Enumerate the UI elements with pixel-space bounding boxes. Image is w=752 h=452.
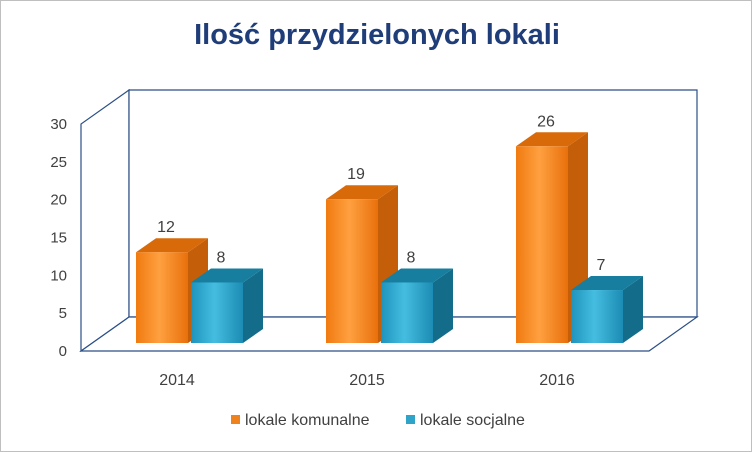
legend-swatch (231, 415, 240, 424)
data-label: 12 (157, 219, 175, 236)
legend-label: lokale komunalne (245, 412, 370, 429)
y-tick-label: 30 (50, 116, 67, 133)
y-tick-label: 25 (50, 154, 67, 171)
chart-title: Ilość przydzielonych lokali (194, 19, 560, 51)
bar-top (191, 268, 263, 283)
bar-top (516, 132, 588, 147)
y-tick-label: 0 (59, 343, 67, 360)
bar-side (623, 276, 643, 343)
bar (191, 282, 243, 343)
bar (136, 252, 188, 343)
y-tick-label: 15 (50, 230, 67, 247)
chart-bars (136, 132, 643, 343)
side-wall (80, 88, 130, 353)
y-tick-label: 5 (59, 305, 67, 322)
bar-top (381, 268, 453, 283)
data-label: 8 (407, 249, 416, 266)
bar (381, 282, 433, 343)
bar (326, 199, 378, 343)
bar (571, 290, 623, 343)
chart-legend: lokale komunalne lokale socjalne (231, 412, 525, 429)
x-tick-label: 2016 (539, 372, 575, 389)
chart-labels: 0 5 10 15 20 25 30 12 8 2014 19 8 2015 26 7 2016 (50, 113, 605, 389)
bar (516, 146, 568, 343)
bar-top (326, 185, 398, 200)
bar-side (243, 268, 263, 343)
legend-label: lokale socjalne (420, 412, 525, 429)
data-label: 8 (217, 249, 226, 266)
legend-swatch (406, 415, 415, 424)
x-tick-label: 2015 (349, 372, 385, 389)
bar-side (433, 268, 453, 343)
bar-top (571, 276, 643, 291)
y-tick-label: 10 (50, 267, 67, 284)
data-label: 19 (347, 166, 365, 183)
data-label: 7 (597, 257, 606, 274)
bar-top (136, 238, 208, 253)
data-label: 26 (537, 113, 555, 130)
y-tick-label: 20 (50, 192, 67, 209)
x-tick-label: 2014 (159, 372, 195, 389)
